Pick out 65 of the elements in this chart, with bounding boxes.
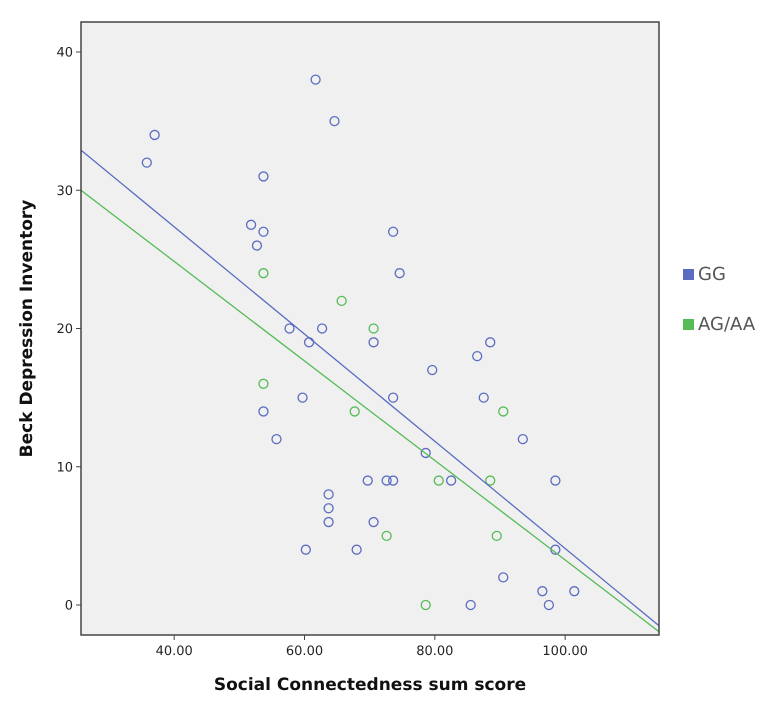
point [388, 475, 398, 486]
point [420, 448, 431, 458]
legend-label: GG [698, 264, 726, 285]
point [350, 406, 360, 417]
y-tick-label: 30 [56, 184, 73, 199]
point [258, 171, 269, 182]
point [518, 434, 528, 444]
point [537, 586, 548, 596]
point [323, 503, 334, 514]
point [316, 323, 328, 334]
point [544, 600, 554, 610]
point [485, 337, 496, 348]
point [434, 475, 444, 486]
point [388, 392, 398, 403]
point [258, 268, 269, 278]
point [485, 475, 496, 486]
y-tick-label: 0 [64, 598, 73, 614]
point [498, 406, 508, 417]
point [297, 392, 308, 403]
point [381, 475, 392, 486]
point [550, 475, 561, 486]
x-tick-label: 100.00 [542, 644, 588, 659]
point [569, 586, 580, 596]
point [271, 434, 282, 444]
point [323, 516, 334, 528]
point [498, 572, 508, 582]
point [420, 600, 431, 610]
point [368, 337, 379, 348]
point [368, 323, 379, 334]
legend-label: AG/AA [698, 314, 756, 335]
point [336, 296, 347, 306]
x-tick-label: 80.00 [416, 644, 454, 659]
point [284, 323, 295, 334]
point [258, 406, 269, 417]
x-axis-title: Social Connectedness sum score [214, 675, 526, 695]
point [149, 130, 160, 140]
point [446, 475, 456, 486]
point [478, 392, 489, 403]
point [252, 240, 262, 251]
point [300, 544, 311, 555]
point [466, 600, 476, 610]
point [323, 489, 334, 500]
point [550, 544, 561, 555]
point [472, 351, 482, 362]
point [427, 364, 438, 376]
point [329, 116, 340, 126]
x-tick-label: 60.00 [286, 644, 324, 659]
point [246, 220, 256, 230]
point [368, 516, 379, 528]
point [304, 337, 314, 348]
point [310, 74, 321, 85]
y-axis-title: Beck Depression Inventory [17, 200, 37, 458]
point [258, 226, 269, 237]
point [351, 544, 362, 555]
point [388, 226, 398, 237]
y-tick-label: 40 [56, 46, 73, 61]
point [142, 157, 152, 168]
point [381, 530, 392, 542]
y-tick-label: 10 [56, 460, 73, 476]
point [492, 530, 502, 542]
point [258, 378, 269, 389]
y-tick-label: 20 [56, 322, 73, 338]
x-tick-label: 40.00 [156, 644, 193, 659]
point [362, 475, 373, 486]
point [394, 268, 405, 278]
